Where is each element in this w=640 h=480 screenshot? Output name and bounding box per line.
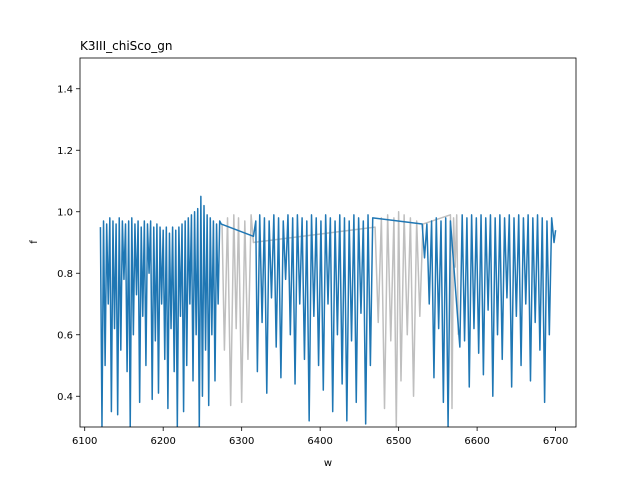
y-tick-label: 0.4 bbox=[57, 392, 73, 403]
x-tick-label: 6300 bbox=[229, 436, 254, 447]
y-tick-label: 1.0 bbox=[57, 207, 73, 218]
axes-frame bbox=[79, 57, 577, 428]
y-axis-label: f bbox=[29, 240, 40, 244]
plot-lines bbox=[99, 195, 557, 427]
x-tick-label: 6200 bbox=[150, 436, 175, 447]
x-axis: 6100 6200 6300 6400 6500 6600 6700 bbox=[72, 427, 568, 447]
y-tick-label: 1.2 bbox=[57, 146, 73, 157]
y-axis: 0.4 0.6 0.8 1.0 1.2 1.4 bbox=[57, 84, 80, 403]
x-tick-label: 6600 bbox=[464, 436, 489, 447]
y-tick-label: 0.8 bbox=[57, 269, 73, 280]
x-tick-label: 6500 bbox=[386, 436, 411, 447]
x-tick-label: 6100 bbox=[72, 436, 97, 447]
spectrum-series-line bbox=[99, 195, 557, 427]
x-tick-label: 6700 bbox=[543, 436, 568, 447]
y-tick-label: 0.6 bbox=[57, 330, 73, 341]
x-axis-label: w bbox=[324, 458, 332, 469]
chart-title: K3III_chiSco_gn bbox=[80, 39, 172, 53]
y-tick-label: 1.4 bbox=[57, 84, 73, 95]
x-tick-label: 6400 bbox=[307, 436, 332, 447]
